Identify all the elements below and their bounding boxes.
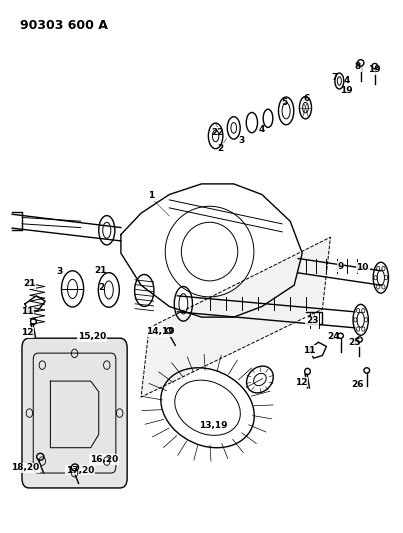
Text: 22: 22 bbox=[211, 128, 224, 136]
Text: 11: 11 bbox=[303, 346, 316, 355]
Text: 23: 23 bbox=[306, 317, 319, 325]
Polygon shape bbox=[141, 237, 330, 397]
Text: 12: 12 bbox=[21, 328, 34, 337]
Text: 1: 1 bbox=[148, 191, 154, 200]
Text: 11: 11 bbox=[21, 308, 34, 316]
Text: 2: 2 bbox=[98, 284, 105, 292]
Text: 21: 21 bbox=[94, 266, 107, 275]
Text: 15,20: 15,20 bbox=[78, 333, 106, 341]
Text: 4
19: 4 19 bbox=[340, 76, 353, 95]
Text: 17,20: 17,20 bbox=[66, 466, 94, 474]
Text: 14,19: 14,19 bbox=[146, 327, 175, 336]
Text: 26: 26 bbox=[351, 381, 364, 389]
Text: 6: 6 bbox=[303, 94, 310, 103]
Text: 21: 21 bbox=[23, 279, 35, 288]
Text: 4: 4 bbox=[259, 125, 265, 134]
Text: 3: 3 bbox=[239, 136, 245, 145]
Text: 10: 10 bbox=[357, 263, 369, 272]
Text: 16,20: 16,20 bbox=[90, 455, 118, 464]
Text: 25: 25 bbox=[348, 338, 361, 346]
Text: 3: 3 bbox=[56, 268, 63, 276]
Text: 7: 7 bbox=[331, 73, 338, 82]
Text: 90303 600 A: 90303 600 A bbox=[20, 19, 108, 31]
Text: 12: 12 bbox=[295, 378, 308, 386]
Text: 5: 5 bbox=[281, 98, 287, 107]
Text: 13,19: 13,19 bbox=[199, 421, 227, 430]
FancyBboxPatch shape bbox=[22, 338, 127, 488]
Text: 2: 2 bbox=[218, 144, 224, 152]
Text: 9: 9 bbox=[337, 262, 344, 271]
Text: 24: 24 bbox=[327, 333, 340, 341]
Text: 8: 8 bbox=[355, 62, 361, 71]
Text: 19: 19 bbox=[368, 65, 380, 74]
Text: 18,20: 18,20 bbox=[11, 464, 39, 472]
